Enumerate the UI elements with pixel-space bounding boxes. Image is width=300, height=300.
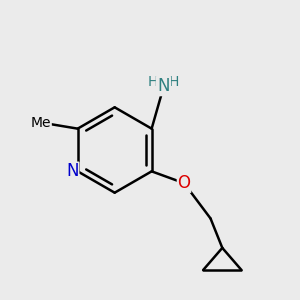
Text: H: H xyxy=(169,75,179,89)
Text: H: H xyxy=(148,75,158,89)
Text: N: N xyxy=(157,77,170,95)
Text: Me: Me xyxy=(31,116,51,130)
Text: N: N xyxy=(66,162,79,180)
Text: O: O xyxy=(178,174,190,192)
